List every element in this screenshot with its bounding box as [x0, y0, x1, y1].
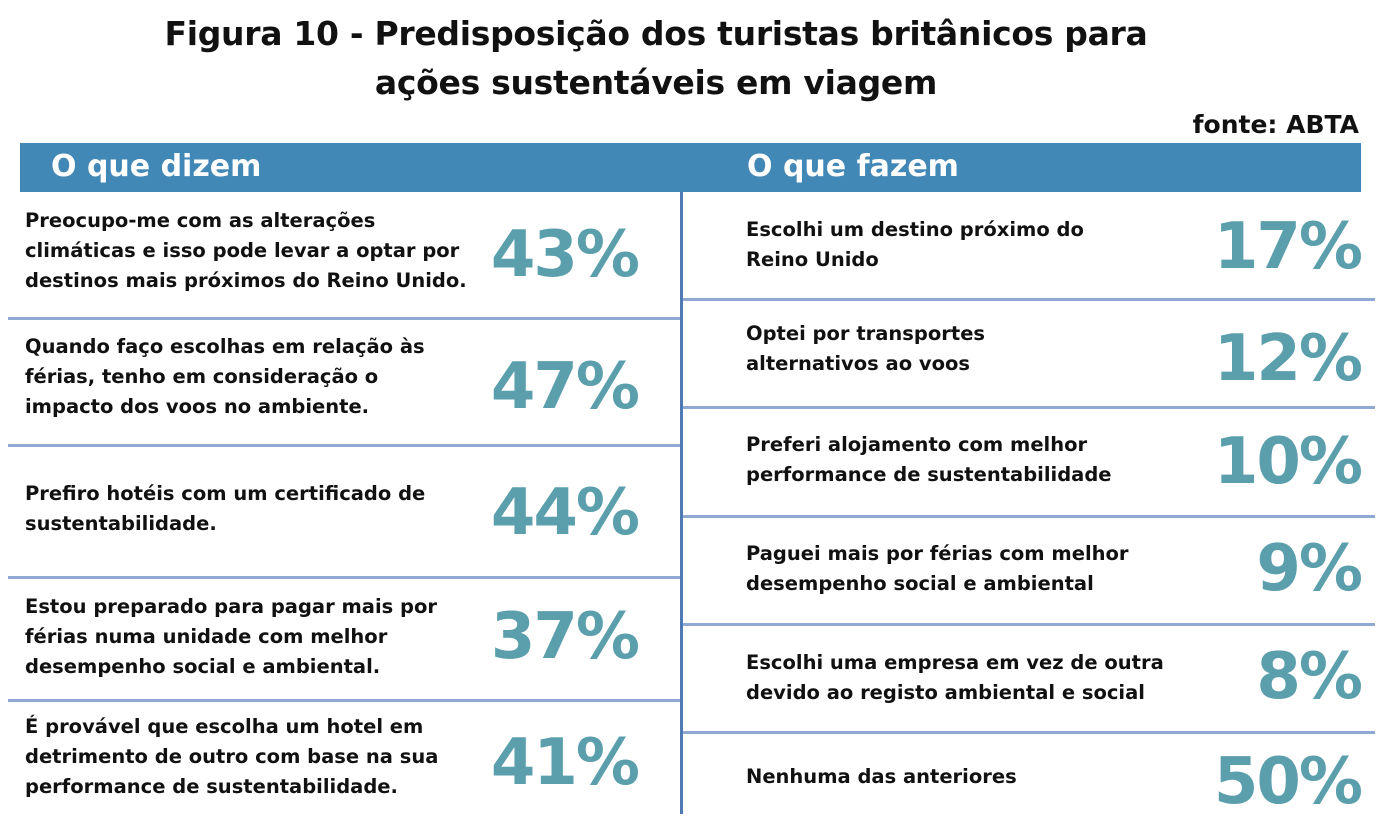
- figure-title-line2: ações sustentáveis em viagem: [374, 63, 938, 102]
- left-row-value: 43%: [490, 218, 640, 292]
- left-row-separator: [8, 317, 680, 320]
- right-row-label-line: Reino Unido: [746, 248, 879, 271]
- left-row-label-line: destinos mais próximos do Reino Unido.: [25, 269, 467, 292]
- right-row-separator: [683, 515, 1375, 518]
- right-row-value: 50%: [1213, 745, 1363, 819]
- right-row-label-line: performance de sustentabilidade: [746, 463, 1112, 486]
- right-row-value: 12%: [1213, 322, 1363, 396]
- right-row-value: 10%: [1213, 425, 1363, 499]
- right-row-separator: [683, 298, 1375, 301]
- right-row-label-line: Preferi alojamento com melhor: [746, 433, 1088, 456]
- left-row-label: Preocupo-me com as alterações climáticas …: [25, 206, 475, 296]
- right-row-label: Escolhi um destino próximo do Reino Unido: [746, 215, 1176, 275]
- left-row-separator: [8, 576, 680, 579]
- source-label: fonte: ABTA: [1192, 110, 1359, 139]
- right-row-label-line: Escolhi uma empresa em vez de outra: [746, 651, 1164, 674]
- column-header-bar: O que dizem O que fazem: [20, 143, 1361, 192]
- left-row-separator: [8, 699, 680, 702]
- left-row-label-line: férias numa unidade com melhor: [25, 625, 388, 648]
- right-row-label: Paguei mais por férias com melhor desempe…: [746, 539, 1176, 599]
- right-row-label-line: alternativos ao voos: [746, 352, 971, 375]
- right-row-label-line: desempenho social e ambiental: [746, 572, 1094, 595]
- column-divider: [680, 192, 683, 814]
- left-row-label: Estou preparado para pagar mais por féria…: [25, 592, 475, 682]
- right-row-value: 9%: [1256, 532, 1363, 606]
- right-row-label: Escolhi uma empresa em vez de outra devid…: [746, 648, 1176, 708]
- right-row-label-line: Escolhi um destino próximo do: [746, 218, 1084, 241]
- left-row-separator: [8, 444, 680, 447]
- figure-title-line1: Figura 10 - Predisposição dos turistas b…: [164, 14, 1148, 53]
- left-row-value: 47%: [490, 350, 640, 424]
- left-row-label-line: Estou preparado para pagar mais por: [25, 595, 438, 618]
- right-row-label: Optei por transportes alternativos ao voo…: [746, 319, 1176, 379]
- left-row-label-line: desempenho social e ambiental.: [25, 655, 381, 678]
- left-row-value: 37%: [490, 600, 640, 674]
- left-row-label-line: sustentabilidade.: [25, 512, 217, 535]
- column-header-left: O que dizem: [51, 149, 262, 184]
- left-row-label-line: Preocupo-me com as alterações: [25, 209, 376, 232]
- left-row-label-line: detrimento de outro com base na sua: [25, 745, 439, 768]
- left-row-label: Prefiro hotéis com um certificado de sust…: [25, 479, 475, 539]
- left-row-label: Quando faço escolhas em relação às férias…: [25, 332, 475, 422]
- right-row-label-line: devido ao registo ambiental e social: [746, 681, 1145, 704]
- right-row-label-line: Paguei mais por férias com melhor: [746, 542, 1129, 565]
- left-row-label-line: climáticas e isso pode levar a optar por: [25, 239, 460, 262]
- column-header-right: O que fazem: [747, 149, 959, 184]
- left-row-value: 44%: [490, 476, 640, 550]
- right-row-separator: [683, 406, 1375, 409]
- right-row-value: 17%: [1213, 210, 1363, 284]
- left-row-value: 41%: [490, 726, 640, 800]
- right-row-separator: [683, 623, 1375, 626]
- right-row-label: Nenhuma das anteriores: [746, 762, 1176, 792]
- left-row-label-line: performance de sustentabilidade.: [25, 775, 398, 798]
- right-row-label: Preferi alojamento com melhor performance…: [746, 430, 1176, 490]
- left-row-label-line: É provável que escolha um hotel em: [25, 715, 424, 738]
- left-row-label-line: férias, tenho em consideração o: [25, 365, 379, 388]
- right-row-separator: [683, 731, 1375, 734]
- right-row-label-line: Optei por transportes: [746, 322, 986, 345]
- right-row-value: 8%: [1256, 640, 1363, 714]
- left-row-label: É provável que escolha um hotel em detrim…: [25, 712, 475, 802]
- left-row-label-line: Prefiro hotéis com um certificado de: [25, 482, 426, 505]
- right-row-label-line: Nenhuma das anteriores: [746, 765, 1017, 788]
- left-row-label-line: Quando faço escolhas em relação às: [25, 335, 425, 358]
- left-row-label-line: impacto dos voos no ambiente.: [25, 395, 370, 418]
